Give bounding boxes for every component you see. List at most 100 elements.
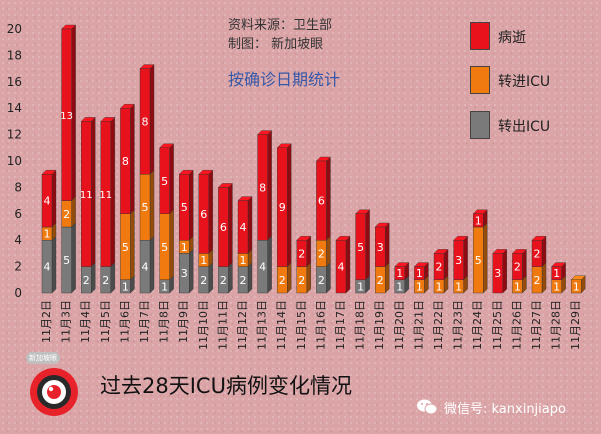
bar-segment-deaths: [198, 173, 210, 254]
bar-segment-deaths: [100, 121, 112, 267]
data-label-deaths: 13: [60, 111, 73, 122]
data-label-deaths: 9: [279, 201, 286, 214]
data-label-deaths: 4: [338, 261, 345, 274]
bar-side-into-icu: [287, 262, 292, 294]
data-label-deaths: 6: [318, 195, 325, 208]
legend-swatch-into-icu: [470, 66, 490, 94]
wechat-icon: [417, 399, 438, 415]
data-label-deaths: 2: [436, 261, 443, 274]
y-tick-label: 6: [14, 207, 22, 221]
bar-segment-deaths: [433, 253, 445, 280]
data-label-out-of-icu: 2: [240, 274, 247, 287]
legend-swatch-out-of-icu: [470, 111, 490, 139]
bar-side-into-icu: [149, 169, 155, 241]
bar-segment-deaths: [61, 28, 72, 201]
bar-segment-deaths: [80, 121, 92, 267]
x-tick-label: 11月24日: [471, 300, 484, 350]
bar-side-deaths: [541, 235, 547, 268]
y-tick-label: 18: [7, 48, 22, 62]
bar-side-out-of-icu: [71, 222, 76, 294]
x-tick-label: 11月23日: [452, 300, 465, 350]
x-tick-label: 11月28日: [550, 300, 563, 350]
bar-segment-deaths: [218, 187, 229, 267]
bar-side-out-of-icu: [188, 248, 194, 294]
x-tick-label: 11月18日: [354, 300, 367, 350]
bar-segment-deaths: [41, 173, 53, 228]
data-label-out-of-icu: 1: [396, 280, 403, 293]
x-tick-label: 11月21日: [412, 300, 425, 350]
x-tick-label: 11月11日: [216, 300, 229, 350]
data-label-into-icu: 2: [298, 274, 305, 287]
bar-side-out-of-icu: [149, 235, 155, 294]
x-tick-label: 11月3日: [60, 300, 73, 343]
bar-segment-deaths: [355, 213, 366, 281]
data-label-out-of-icu: 4: [259, 261, 266, 274]
bar-segment-into-icu: [571, 279, 582, 294]
bar-side-deaths: [345, 235, 351, 294]
data-label-deaths: 8: [259, 181, 266, 194]
caption: 过去28天ICU病例变化情况: [100, 374, 352, 398]
bar-side-deaths: [385, 222, 390, 268]
bar-segment-deaths: [277, 147, 288, 267]
y-tick-label: 0: [14, 286, 22, 300]
y-tick-label: 10: [7, 154, 22, 168]
data-label-deaths: 1: [396, 267, 403, 280]
bar-side-deaths: [306, 235, 311, 268]
data-label-into-icu: 1: [181, 241, 188, 254]
bar-segment-deaths: [414, 266, 425, 281]
legend-label-out-of-icu: 转出ICU: [498, 119, 551, 135]
data-label-out-of-icu: 1: [161, 280, 168, 293]
bar-segment-deaths: [394, 266, 405, 281]
data-label-out-of-icu: 2: [220, 274, 227, 287]
data-label-deaths: 11: [80, 190, 93, 201]
data-label-deaths: 5: [357, 241, 364, 254]
data-label-deaths: 4: [240, 221, 247, 234]
data-label-out-of-icu: 2: [102, 274, 109, 287]
data-label-out-of-icu: 1: [122, 280, 129, 293]
source-line: 资料来源：卫生部: [228, 18, 333, 33]
data-label-deaths: 6: [220, 221, 227, 234]
data-label-into-icu: 1: [573, 280, 580, 293]
author-line: 制图： 新加坡眼: [228, 37, 324, 52]
bar-side-deaths: [247, 196, 253, 254]
bar-side-deaths: [365, 209, 370, 281]
bar-side-out-of-icu: [247, 262, 253, 294]
x-tick-label: 11月5日: [99, 300, 112, 343]
data-label-into-icu: 5: [142, 201, 149, 214]
data-label-out-of-icu: 4: [142, 261, 149, 274]
data-label-into-icu: 5: [475, 254, 482, 267]
bar-side-out-of-icu: [90, 262, 96, 294]
x-tick-label: 11月12日: [236, 300, 249, 350]
bar-segment-deaths: [257, 134, 268, 241]
bar-side-deaths: [188, 169, 194, 241]
x-tick-label: 11月14日: [275, 300, 288, 350]
x-tick-label: 11月9日: [177, 300, 190, 343]
data-label-out-of-icu: 5: [63, 254, 70, 267]
bar-side-out-of-icu: [51, 235, 57, 294]
bar-side-into-icu: [483, 222, 488, 294]
data-label-out-of-icu: 4: [44, 261, 51, 274]
x-tick-label: 11月19日: [373, 300, 386, 350]
bar-side-deaths: [287, 143, 292, 268]
x-tick-label: 11月17日: [334, 300, 347, 350]
bar-side-into-icu: [130, 209, 135, 281]
data-label-out-of-icu: 2: [318, 274, 325, 287]
data-label-into-icu: 1: [416, 280, 423, 293]
data-label-into-icu: 2: [534, 274, 541, 287]
y-tick-label: 14: [7, 101, 22, 115]
bar-segment-deaths: [473, 213, 484, 228]
x-tick-label: 11月13日: [256, 300, 269, 350]
y-tick-label: 16: [7, 75, 22, 89]
y-tick-label: 8: [14, 180, 22, 194]
y-tick-label: 4: [14, 233, 22, 247]
bar-segment-deaths: [159, 147, 170, 215]
data-label-deaths: 5: [181, 201, 188, 214]
data-label-into-icu: 1: [240, 254, 247, 267]
bar-side-out-of-icu: [267, 235, 272, 294]
x-tick-label: 11月25日: [491, 300, 504, 350]
x-tick-label: 11月2日: [40, 300, 53, 343]
x-tick-label: 11月15日: [295, 300, 308, 350]
data-label-into-icu: 1: [200, 254, 207, 267]
bar-segment-deaths: [375, 226, 386, 267]
